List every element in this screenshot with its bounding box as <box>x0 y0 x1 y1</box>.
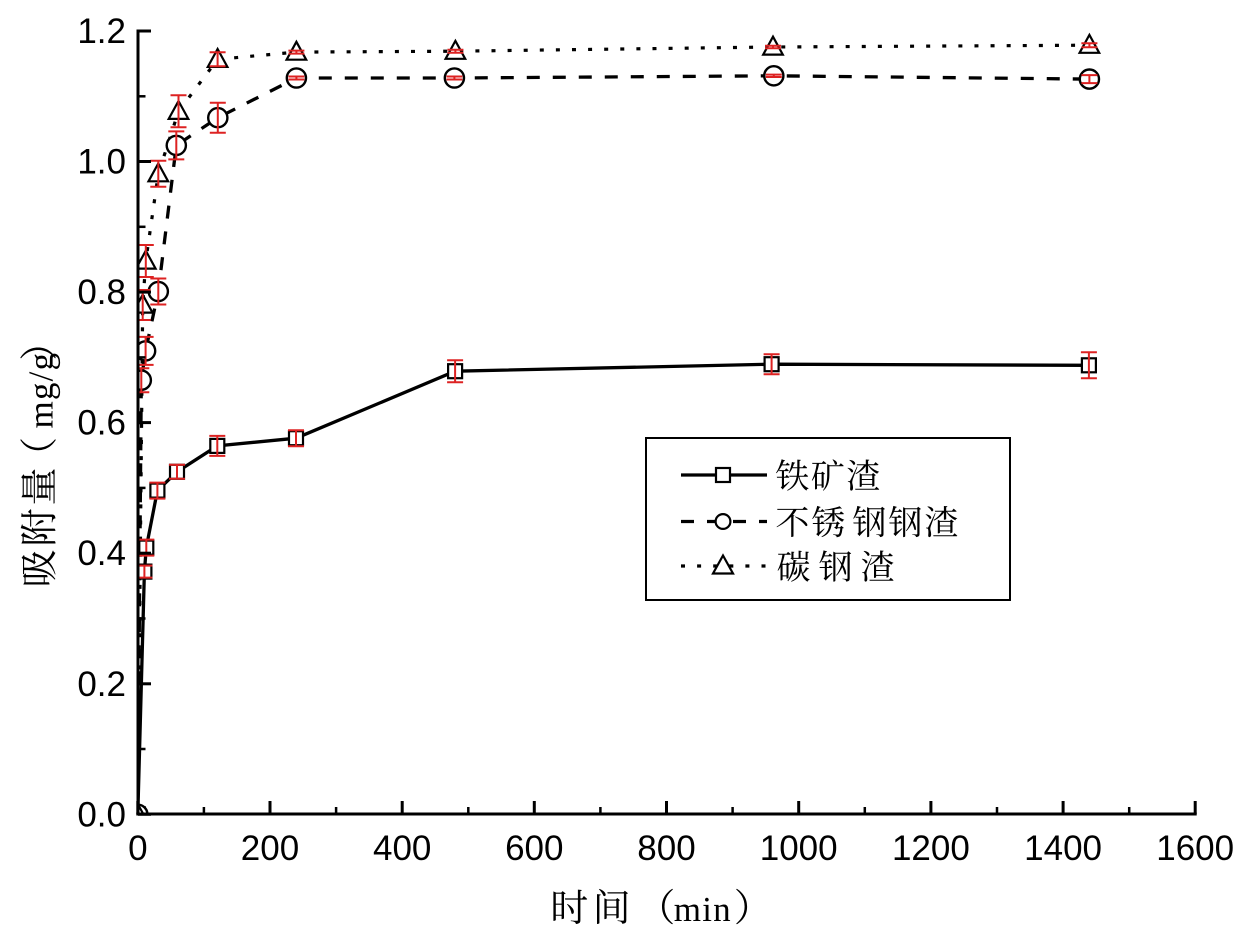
svg-text:0.0: 0.0 <box>77 795 126 834</box>
svg-text:1.2: 1.2 <box>77 12 126 51</box>
svg-text:0.8: 0.8 <box>77 273 126 312</box>
svg-text:400: 400 <box>373 829 431 868</box>
svg-text:200: 200 <box>241 829 299 868</box>
svg-text:0.4: 0.4 <box>77 534 126 573</box>
svg-text:1.0: 1.0 <box>77 143 126 182</box>
svg-text:1600: 1600 <box>1156 829 1234 868</box>
svg-text:1200: 1200 <box>892 829 970 868</box>
svg-text:0.6: 0.6 <box>77 404 126 443</box>
svg-text:0.2: 0.2 <box>77 665 126 704</box>
svg-text:0: 0 <box>128 829 147 868</box>
svg-text:1400: 1400 <box>1024 829 1102 868</box>
svg-text:600: 600 <box>505 829 563 868</box>
svg-text:1000: 1000 <box>760 829 838 868</box>
svg-text:800: 800 <box>637 829 695 868</box>
